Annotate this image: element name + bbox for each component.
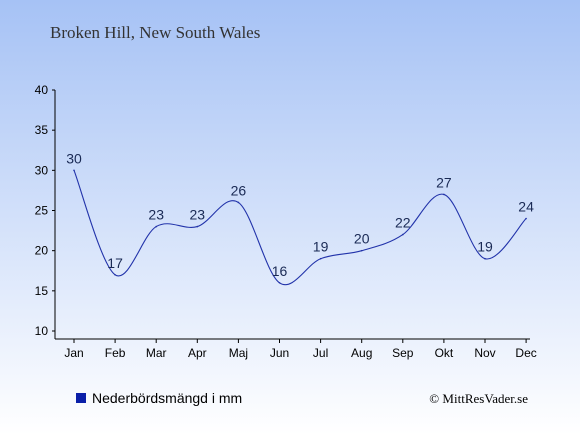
series-group [73,169,527,286]
legend-swatch [76,393,86,403]
x-tick-label: Jan [64,346,83,360]
data-label: 19 [477,239,493,255]
data-label: 16 [272,263,288,279]
data-label: 24 [518,199,534,215]
x-tick-label: Sep [392,346,414,360]
data-point-apr [196,225,199,228]
x-tick-label: Jul [313,346,328,360]
y-tick-label: 20 [35,244,49,258]
data-point-mar [155,225,157,228]
y-tick-label: 10 [35,324,49,338]
credit-text: © MittResVader.se [429,391,528,406]
data-label: 23 [148,207,164,223]
x-tick-label: Apr [188,346,207,360]
data-point-okt [443,193,445,196]
data-point-feb [114,273,116,276]
x-tick-label: Okt [435,346,454,360]
x-tick-label: Mar [146,346,167,360]
axes [54,90,530,340]
series-line [73,170,527,286]
legend-label: Nederbördsmängd i mm [92,390,242,406]
x-tick-label: Feb [105,346,126,360]
x-axis-ticks: Jan Feb Mar Apr Maj Jun Jul Aug Sep Okt Nov Dec [64,339,537,360]
x-tick-label: Jun [270,346,289,360]
y-tick-label: 25 [35,204,49,218]
data-label: 30 [66,150,82,166]
data-point-aug [360,249,363,252]
data-point-nov [484,257,486,260]
data-point-maj [237,201,240,204]
data-labels: 30 17 23 23 26 16 19 20 22 27 19 24 [66,150,534,278]
x-tick-label: Aug [351,346,372,360]
data-label: 17 [107,255,123,271]
y-tick-label: 40 [35,83,49,97]
data-label: 27 [436,174,452,190]
y-tick-label: 30 [35,163,49,177]
data-label: 23 [190,207,206,223]
data-label: 22 [395,215,411,231]
y-tick-label: 35 [35,123,49,137]
data-point-jun [278,282,281,284]
data-label: 20 [354,231,370,247]
data-point-sep [402,233,404,236]
chart-title: Broken Hill, New South Wales [50,23,260,42]
x-tick-label: Nov [474,346,495,360]
x-tick-label: Maj [229,346,248,360]
y-axis-ticks: 10 15 20 25 30 35 40 [35,83,55,338]
data-label: 26 [231,182,247,198]
data-point-jan [73,169,75,172]
legend: Nederbördsmängd i mm [76,390,242,406]
data-point-dec [525,217,527,220]
y-tick-label: 15 [35,284,49,298]
data-label: 19 [313,239,329,255]
data-point-jul [319,257,322,260]
x-tick-label: Dec [515,346,536,360]
